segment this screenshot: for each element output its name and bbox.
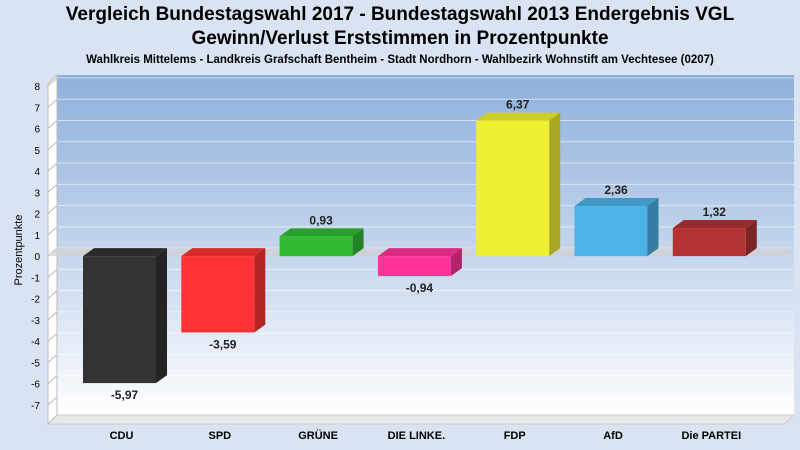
bar-front <box>181 256 255 333</box>
bar-front <box>476 120 550 257</box>
grid-line-side <box>47 269 58 278</box>
y-tick-label: -7 <box>31 401 40 412</box>
y-tick-label: 6 <box>34 125 40 136</box>
bar <box>181 248 266 333</box>
bar-side <box>254 248 266 333</box>
y-tick-label: -5 <box>31 358 40 369</box>
bar-top <box>377 248 462 257</box>
bar-top <box>181 248 266 257</box>
y-tick-label: 8 <box>34 82 40 93</box>
bar-side <box>352 228 364 257</box>
y-tick-label: -3 <box>31 316 40 327</box>
bar-top <box>83 248 167 257</box>
data-label: 0,93 <box>309 213 333 227</box>
data-label: 6,37 <box>506 98 530 112</box>
y-tick-label: 2 <box>34 210 40 221</box>
y-tick-label: -1 <box>31 273 40 284</box>
bar-side <box>745 220 757 257</box>
grid-line-side <box>47 77 58 87</box>
y-tick-label: -6 <box>31 380 40 391</box>
grid-line-side <box>47 183 58 193</box>
category-label: CDU <box>110 430 134 442</box>
bar-top <box>279 228 364 237</box>
data-label: 2,36 <box>604 183 628 197</box>
chart-title: Vergleich Bundestagswahl 2017 - Bundesta… <box>65 4 735 25</box>
bar-front <box>574 205 648 257</box>
grid-line-side <box>47 120 58 129</box>
grid-line-side <box>47 141 58 151</box>
grid-line-side <box>47 98 58 108</box>
category-label: SPD <box>208 430 231 442</box>
bar-side <box>549 112 561 257</box>
bar-side <box>450 248 462 277</box>
category-label: AfD <box>603 430 623 442</box>
grid-line-side <box>47 396 58 406</box>
data-label: 1,32 <box>703 205 727 219</box>
data-label: -5,97 <box>111 388 139 402</box>
bar <box>83 248 167 384</box>
data-label: -3,59 <box>209 337 237 351</box>
plot-area <box>57 75 794 415</box>
data-label: -0,94 <box>406 281 434 295</box>
grid-line-side <box>47 205 58 214</box>
bar-front <box>279 236 353 257</box>
y-tick-label: 0 <box>34 252 40 263</box>
bar-front <box>83 256 156 384</box>
bar-top <box>574 197 659 206</box>
grid-line-side <box>47 162 58 172</box>
bar <box>279 228 364 257</box>
bar-side <box>156 248 167 384</box>
chart-title-line2: Gewinn/Verlust Erststimmen in Prozentpun… <box>191 28 609 49</box>
plot-floor <box>46 414 796 425</box>
bar-front <box>672 228 746 257</box>
grid-line-side <box>47 226 58 236</box>
category-label: GRÜNE <box>298 429 338 442</box>
category-label: FDP <box>504 430 526 442</box>
grid-line-side <box>47 290 58 300</box>
plot-left-wall <box>47 73 58 426</box>
bar <box>377 248 462 277</box>
bar <box>476 112 561 257</box>
y-tick-label: 4 <box>34 167 40 178</box>
y-tick-label: 3 <box>34 188 40 199</box>
bar <box>574 197 659 257</box>
y-tick-label: 5 <box>34 146 40 157</box>
bar <box>672 220 757 257</box>
bar-side <box>647 197 659 257</box>
y-tick-label: -4 <box>31 337 40 348</box>
category-label: DIE LINKE. <box>388 430 445 442</box>
bar-top <box>476 112 561 121</box>
grid-line-side <box>47 354 58 363</box>
grid-line-side <box>47 375 58 385</box>
y-tick-label: 1 <box>34 231 40 242</box>
category-label: Die PARTEI <box>681 430 741 442</box>
bar-front <box>377 256 451 277</box>
y-axis-label: Prozentpunkte <box>13 215 25 286</box>
chart-subtitle: Wahlkreis Mittelems - Landkreis Grafscha… <box>86 54 714 66</box>
bar-top <box>672 220 757 229</box>
y-tick-label: -2 <box>31 295 40 306</box>
grid-line-side <box>47 332 58 342</box>
grid-line-side <box>47 311 58 321</box>
y-tick-label: 7 <box>34 103 40 114</box>
